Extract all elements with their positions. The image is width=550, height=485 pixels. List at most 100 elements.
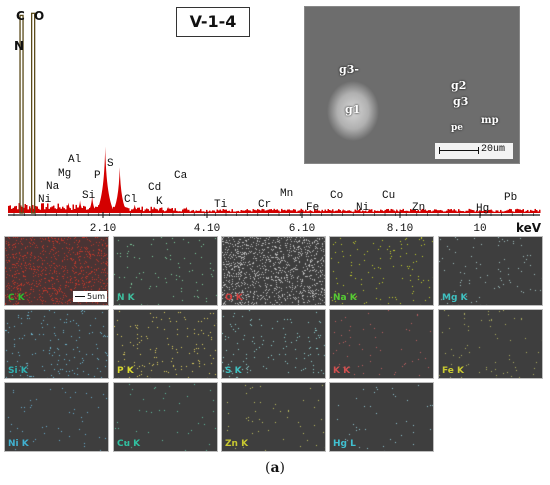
peak-label-cu: Cu — [382, 190, 395, 202]
sem-label-g3: g3 — [453, 95, 469, 108]
background-signal-bin — [270, 209, 272, 213]
background-signal-bin — [179, 211, 181, 213]
background-signal-bin — [35, 205, 37, 213]
background-signal-bin — [363, 211, 365, 213]
background-signal-bin — [48, 208, 50, 213]
background-signal-bin — [513, 211, 515, 213]
background-signal-bin — [290, 210, 292, 213]
background-signal-bin — [170, 208, 172, 213]
background-signal-bin — [420, 209, 422, 213]
background-signal-bin — [446, 210, 448, 213]
background-signal-bin — [329, 210, 331, 213]
background-signal-bin — [294, 209, 296, 213]
background-signal-bin — [176, 210, 178, 213]
background-signal-bin — [38, 208, 40, 213]
peak-label-ca: Ca — [174, 170, 188, 182]
background-signal-bin — [351, 211, 353, 213]
x-tick-label: 10 — [473, 223, 486, 235]
element-map-c-k: C K 5um — [4, 236, 109, 306]
background-signal-bin — [213, 210, 215, 213]
background-signal-bin — [47, 203, 49, 213]
background-signal-bin — [434, 209, 436, 213]
background-signal-bin — [228, 210, 230, 213]
background-signal-bin — [305, 209, 307, 213]
background-signal-bin — [309, 210, 311, 213]
background-signal-bin — [336, 210, 338, 213]
background-signal-bin — [422, 208, 424, 213]
element-map-label: Mg K — [442, 293, 468, 303]
background-signal-bin — [507, 209, 509, 213]
peak-mn — [288, 208, 298, 213]
background-signal-bin — [531, 210, 533, 213]
background-signal-bin — [498, 211, 500, 213]
background-signal-bin — [284, 209, 286, 213]
background-signal-bin — [36, 206, 38, 213]
background-signal-bin — [147, 209, 149, 213]
background-signal-bin — [206, 209, 208, 213]
background-signal-bin — [428, 210, 430, 213]
background-signal-bin — [308, 211, 310, 213]
background-signal-bin — [375, 210, 377, 213]
background-signal-bin — [141, 206, 143, 213]
element-map-label: Na K — [333, 293, 357, 303]
peak-label-cl: Cl — [124, 194, 137, 206]
background-signal-bin — [378, 211, 380, 213]
background-signal-bin — [387, 208, 389, 213]
background-signal-bin — [174, 208, 176, 213]
peak-label-cr: Cr — [258, 199, 271, 211]
background-signal-bin — [345, 211, 347, 213]
background-signal-bin — [389, 210, 391, 213]
background-signal-bin — [212, 210, 214, 213]
background-signal-bin — [230, 211, 232, 213]
background-signal-bin — [353, 211, 355, 213]
background-signal-bin — [75, 204, 77, 213]
background-signal-bin — [222, 209, 224, 213]
background-signal-bin — [429, 210, 431, 213]
peak-pb — [513, 208, 523, 213]
peak-label-al: Al — [68, 154, 81, 166]
background-signal-bin — [380, 209, 382, 213]
background-signal-bin — [62, 206, 64, 213]
background-signal-bin — [180, 211, 182, 213]
background-signal-bin — [14, 206, 16, 213]
background-signal-bin — [11, 208, 13, 213]
element-map-dots — [5, 310, 108, 378]
element-map-si-k: Si K — [4, 309, 109, 379]
background-signal-bin — [330, 210, 332, 213]
background-signal-bin — [246, 209, 248, 213]
x-tick-label: 6.10 — [289, 223, 315, 235]
background-signal-bin — [467, 210, 469, 213]
element-map-dots — [5, 383, 108, 451]
peak-p — [95, 146, 115, 213]
background-signal-bin — [303, 211, 305, 213]
background-signal-bin — [239, 211, 241, 213]
element-map-label: Fe K — [442, 366, 464, 376]
peak-label-na: Na — [46, 181, 60, 193]
background-signal-bin — [411, 209, 413, 213]
element-map-dots — [330, 383, 433, 451]
background-signal-bin — [74, 208, 76, 213]
background-signal-bin — [432, 210, 434, 213]
background-signal-bin — [285, 210, 287, 213]
peak-label-hg: Hg — [476, 203, 489, 215]
background-signal-bin — [533, 210, 535, 213]
background-signal-bin — [503, 211, 505, 213]
element-map-label: Hg L — [333, 439, 356, 449]
background-signal-bin — [249, 210, 251, 213]
background-signal-bin — [210, 211, 212, 213]
background-signal-bin — [306, 211, 308, 213]
background-signal-bin — [360, 211, 362, 213]
background-signal-bin — [275, 209, 277, 213]
background-signal-bin — [87, 209, 89, 213]
background-signal-bin — [504, 210, 506, 213]
background-signal-bin — [15, 205, 17, 213]
background-signal-bin — [297, 210, 299, 213]
background-signal-bin — [356, 210, 358, 213]
background-signal-bin — [413, 209, 415, 213]
background-signal-bin — [372, 211, 374, 213]
peak-label-mg: Mg — [58, 168, 71, 180]
background-signal-bin — [281, 208, 283, 213]
background-signal-bin — [383, 211, 385, 213]
background-signal-bin — [323, 211, 325, 213]
